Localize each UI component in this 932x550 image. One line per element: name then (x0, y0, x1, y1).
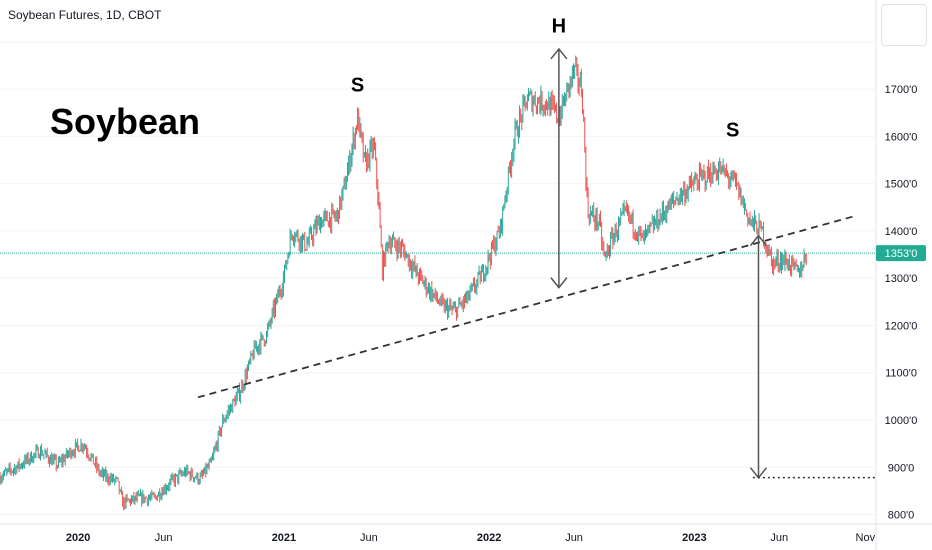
arrow-head (550, 47, 568, 60)
y-tick-label: 1300'0 (885, 273, 918, 285)
measure-arrow (550, 47, 568, 289)
neckline (197, 214, 856, 399)
x-tick-label: 2023 (682, 532, 706, 544)
y-tick-label: 1100'0 (885, 368, 917, 380)
measure-arrows (550, 47, 876, 479)
last-price-badge: 1353'0 (876, 245, 926, 262)
arrow-head (749, 234, 768, 247)
pattern-label: S (726, 119, 739, 141)
x-tick-label: 2020 (66, 532, 90, 544)
x-tick-label: 2022 (477, 532, 501, 544)
y-tick-label: 1500'0 (885, 179, 918, 191)
measure-arrow (749, 234, 768, 479)
y-tick-label: 1200'0 (885, 320, 918, 332)
y-tick-label: 1400'0 (885, 226, 918, 238)
x-tick-label: Jun (770, 532, 788, 544)
chart-settings-button[interactable] (881, 4, 927, 46)
y-tick-label: 1700'0 (885, 84, 918, 96)
y-tick-label: 1600'0 (885, 131, 918, 143)
price-axis[interactable]: 1800'01700'01600'01500'01400'01300'01200… (875, 0, 918, 550)
last-price-value: 1353'0 (885, 248, 918, 260)
x-tick-label: Jun (565, 532, 583, 544)
arrow-head (550, 277, 568, 289)
x-tick-label: Jun (155, 532, 173, 544)
y-tick-label: 900'0 (888, 462, 915, 474)
pattern-labels: S H S (351, 15, 739, 141)
symbol-header: Soybean Futures, 1D, CBOT (8, 8, 162, 22)
y-tick-label: 1000'0 (885, 415, 918, 427)
candlestick-series (0, 55, 807, 511)
neckline-dashed (197, 214, 856, 399)
chart-grid (0, 41, 876, 516)
pattern-label: S (351, 74, 364, 96)
chart-title: Soybean (50, 101, 200, 142)
time-axis[interactable]: 2020 Jun 2021 Jun 2022 Jun 2023 Jun Nov (0, 523, 932, 544)
x-tick-label: Nov (856, 532, 876, 544)
x-tick-label: 2021 (272, 532, 296, 544)
pattern-label: H (552, 15, 566, 37)
x-tick-label: Jun (360, 532, 378, 544)
y-tick-label: 800'0 (888, 510, 915, 522)
